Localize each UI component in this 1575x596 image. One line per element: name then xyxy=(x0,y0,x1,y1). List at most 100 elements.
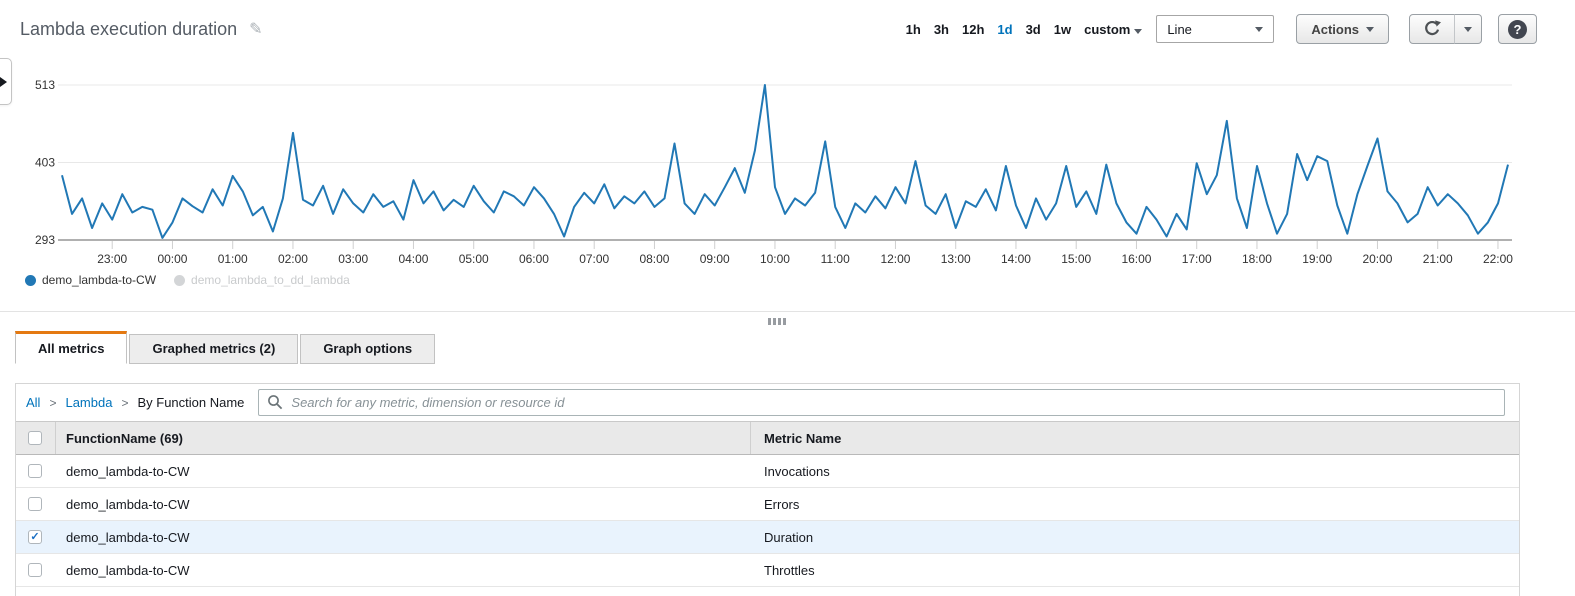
legend-dot xyxy=(174,274,186,286)
breadcrumb-item-lambda[interactable]: Lambda xyxy=(65,395,113,410)
select-all-checkbox[interactable] xyxy=(28,431,42,445)
time-range-12h[interactable]: 12h xyxy=(962,21,985,37)
breadcrumb-item-by-function-name: By Function Name xyxy=(137,395,245,410)
row-checkbox-cell xyxy=(16,488,56,520)
help-button[interactable]: ? xyxy=(1498,14,1537,44)
search-icon xyxy=(268,395,283,410)
row-checkbox-cell xyxy=(16,554,56,586)
cell-metric-name: Invocations xyxy=(764,463,830,479)
row-checkbox-cell xyxy=(16,455,56,487)
actions-button-label: Actions xyxy=(1311,21,1359,37)
tab-graphed-metrics-2[interactable]: Graphed metrics (2) xyxy=(129,334,299,364)
x-axis-tick-label: 23:00 xyxy=(97,252,127,266)
y-axis-tick-label: 513 xyxy=(35,78,55,92)
edit-title-pencil-icon[interactable]: ✎ xyxy=(249,21,263,38)
tab-all-metrics[interactable]: All metrics xyxy=(15,331,128,364)
breadcrumb-separator: > xyxy=(49,395,57,410)
legend-item-demo-lambda-to-dd-lambda[interactable]: demo_lambda_to_dd_lambda xyxy=(174,273,350,287)
x-axis-tick-label: 12:00 xyxy=(880,252,910,266)
column-metric-name: Metric Name xyxy=(764,430,842,446)
resize-handle-icon xyxy=(768,318,771,325)
cell-metric-name: Duration xyxy=(764,529,814,545)
refresh-options-button[interactable] xyxy=(1454,14,1482,44)
help-icon: ? xyxy=(1508,19,1527,39)
x-axis-tick-label: 19:00 xyxy=(1302,252,1332,266)
chart-type-value: Line xyxy=(1167,21,1192,37)
x-axis-tick-label: 03:00 xyxy=(338,252,368,266)
legend-item-demo-lambda-to-cw[interactable]: demo_lambda-to-CW xyxy=(25,273,156,287)
chart-header: Lambda execution duration ✎ 1h 3h 12h 1d 3d 1… xyxy=(0,0,1575,58)
metrics-tabs: All metrics Graphed metrics (2) Graph opti… xyxy=(15,331,437,364)
table-row[interactable]: demo_lambda-to-CW Throttles xyxy=(16,554,1519,587)
chart-legend: demo_lambda-to-CW demo_lambda_to_dd_lambd… xyxy=(25,273,350,287)
x-axis-tick-label: 20:00 xyxy=(1362,252,1392,266)
panel-divider xyxy=(0,311,1575,312)
caret-down-icon xyxy=(1366,26,1374,32)
x-axis-tick-label: 17:00 xyxy=(1182,252,1212,266)
resize-handle-icon xyxy=(773,318,776,325)
y-axis-tick-label: 403 xyxy=(35,156,55,170)
table-row[interactable]: demo_lambda-to-CW Errors xyxy=(16,488,1519,521)
x-axis-tick-label: 07:00 xyxy=(579,252,609,266)
y-axis-tick-label: 293 xyxy=(35,233,55,247)
row-checkbox[interactable] xyxy=(28,497,42,511)
time-range-1h[interactable]: 1h xyxy=(905,21,921,37)
table-header: FunctionName (69) Metric Name xyxy=(16,421,1519,455)
x-axis-tick-label: 14:00 xyxy=(1001,252,1031,266)
x-axis-tick-label: 10:00 xyxy=(760,252,790,266)
metrics-table-body: demo_lambda-to-CW Invocations demo_lambda-… xyxy=(16,455,1519,587)
legend-label: demo_lambda_to_dd_lambda xyxy=(191,273,350,287)
page-title: Lambda execution duration xyxy=(20,18,238,39)
x-axis-tick-label: 21:00 xyxy=(1423,252,1453,266)
cell-function-name: demo_lambda-to-CW xyxy=(66,463,190,479)
x-axis-tick-label: 08:00 xyxy=(639,252,669,266)
legend-label: demo_lambda-to-CW xyxy=(42,273,157,287)
x-axis-tick-label: 02:00 xyxy=(278,252,308,266)
cell-metric-name: Errors xyxy=(764,496,800,512)
x-axis-tick-label: 13:00 xyxy=(941,252,971,266)
tab-graph-options[interactable]: Graph options xyxy=(300,334,436,364)
x-axis-tick-label: 04:00 xyxy=(398,252,428,266)
x-axis-tick-label: 06:00 xyxy=(519,252,549,266)
refresh-button[interactable] xyxy=(1409,14,1455,44)
breadcrumb-item-all[interactable]: All xyxy=(26,395,41,410)
time-range-3h[interactable]: 3h xyxy=(933,21,949,37)
x-axis-tick-label: 00:00 xyxy=(157,252,187,266)
duration-line-chart[interactable]: 293 403 513 23:00 00:00 01:00 02:00 03:00 04:00 0… xyxy=(0,60,1545,272)
time-range-custom[interactable]: custom xyxy=(1084,22,1143,37)
column-function-name: FunctionName (69) xyxy=(56,422,751,454)
cell-function-name: demo_lambda-to-CW xyxy=(66,562,190,578)
breadcrumb-separator: > xyxy=(121,395,129,410)
search-input[interactable] xyxy=(258,389,1505,416)
x-axis-tick-label: 15:00 xyxy=(1061,252,1091,266)
x-axis-tick-label: 11:00 xyxy=(821,252,850,266)
time-range-3d[interactable]: 3d xyxy=(1025,21,1041,37)
row-checkbox[interactable] xyxy=(28,464,42,478)
cell-function-name: demo_lambda-to-CW xyxy=(66,529,190,545)
caret-down-icon xyxy=(1255,26,1264,32)
time-range-1d[interactable]: 1d xyxy=(997,21,1013,37)
resize-handle-icon xyxy=(778,318,781,325)
time-range-group: 1h 3h 12h 1d 3d 1w custom xyxy=(906,22,1143,37)
resize-handle-icon xyxy=(783,318,786,325)
cell-function-name: demo_lambda-to-CW xyxy=(66,496,190,512)
chart-type-select[interactable]: Line xyxy=(1156,15,1275,43)
table-row[interactable]: ✓ demo_lambda-to-CW Duration xyxy=(16,521,1519,554)
caret-down-icon xyxy=(1134,28,1143,34)
x-axis-tick-label: 05:00 xyxy=(459,252,489,266)
actions-button[interactable]: Actions xyxy=(1296,14,1389,44)
caret-right-icon xyxy=(0,76,7,87)
table-row[interactable]: demo_lambda-to-CW Invocations xyxy=(16,455,1519,488)
row-checkbox-cell: ✓ xyxy=(16,521,56,553)
resize-handle[interactable] xyxy=(768,318,786,325)
x-axis-tick-label: 16:00 xyxy=(1121,252,1151,266)
sidebar-expand-button[interactable] xyxy=(0,58,12,105)
legend-dot xyxy=(25,274,36,286)
row-checkbox[interactable]: ✓ xyxy=(28,530,42,544)
cell-metric-name: Throttles xyxy=(764,562,815,578)
caret-down-icon xyxy=(1464,26,1472,32)
time-range-1w[interactable]: 1w xyxy=(1053,21,1072,37)
x-axis-tick-label: 18:00 xyxy=(1242,252,1272,266)
row-checkbox[interactable] xyxy=(28,563,42,577)
